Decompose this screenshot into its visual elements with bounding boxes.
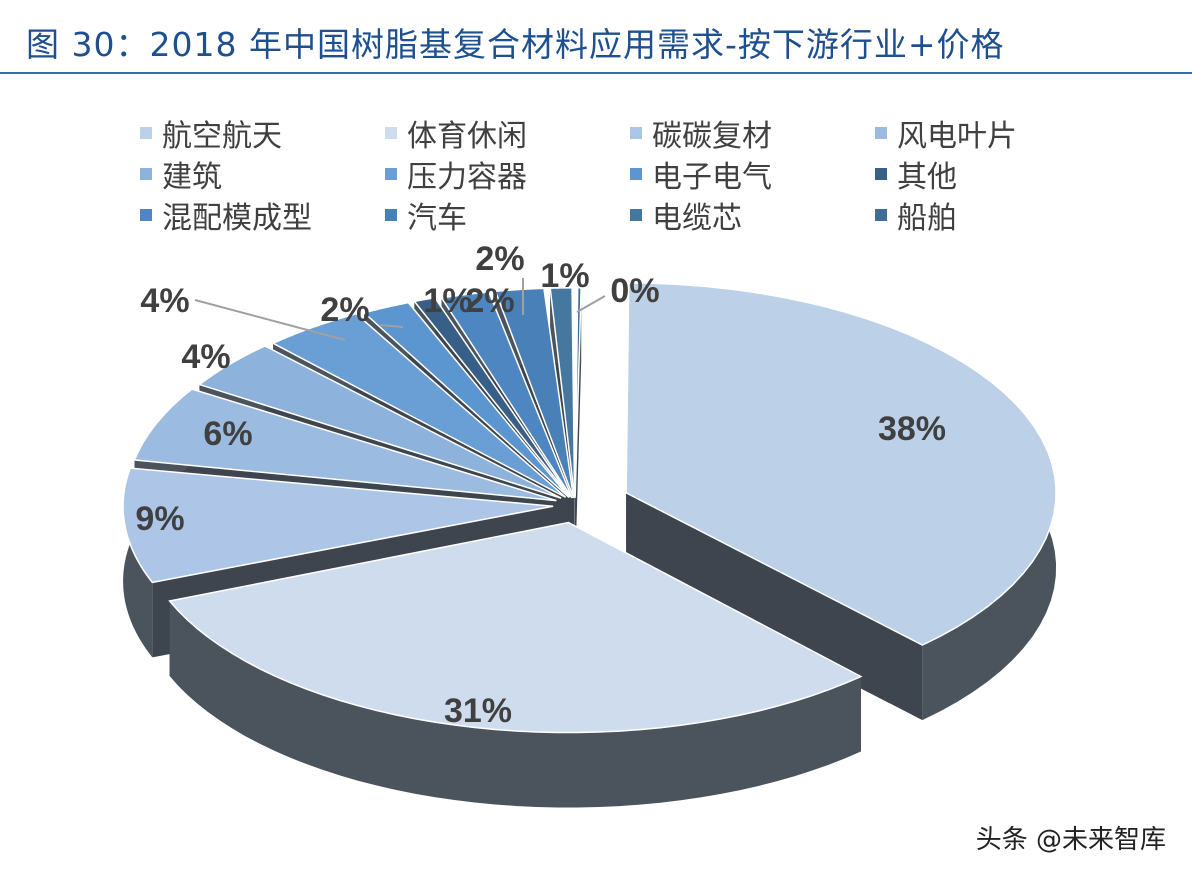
legend-swatch xyxy=(875,208,887,221)
legend-label: 电子电气 xyxy=(652,159,772,195)
data-label: 31% xyxy=(444,692,512,730)
data-label: 9% xyxy=(135,500,184,538)
slice-压力容器 xyxy=(271,312,567,498)
legend-item: 汽车 xyxy=(385,196,630,236)
data-label: 38% xyxy=(878,410,946,448)
slice-建筑 xyxy=(197,345,562,499)
data-label: 0% xyxy=(610,272,659,310)
data-label: 2% xyxy=(465,282,514,320)
legend-item: 航空航天 xyxy=(140,114,385,154)
data-label: 4% xyxy=(140,282,189,320)
legend-label: 航空航天 xyxy=(162,118,282,154)
legend-swatch xyxy=(140,167,152,180)
slice-汽车 xyxy=(494,287,575,499)
legend-swatch xyxy=(140,126,152,139)
slice-电子电气 xyxy=(362,301,570,498)
legend-swatch xyxy=(630,126,642,139)
chart-title: 图 30：2018 年中国树脂基复合材料应用需求-按下游行业+价格 xyxy=(26,25,1005,64)
legend-label: 碳碳复材 xyxy=(652,118,772,154)
slice-wall xyxy=(626,492,923,721)
legend-label: 混配模成型 xyxy=(162,200,312,236)
data-label: 2% xyxy=(320,291,369,329)
slice-其他 xyxy=(413,296,571,498)
slice-风电叶片 xyxy=(133,388,557,502)
data-label: 6% xyxy=(203,415,252,453)
legend-item: 碳碳复材 xyxy=(630,114,875,154)
leader-line xyxy=(194,299,346,341)
slice-船舶 xyxy=(574,287,582,498)
legend-item: 船舶 xyxy=(875,196,1075,236)
legend-item: 体育休闲 xyxy=(385,114,630,154)
legend-swatch xyxy=(385,208,397,221)
leader-line xyxy=(379,324,404,328)
slice-体育休闲 xyxy=(168,521,863,734)
data-label: 4% xyxy=(181,338,230,376)
leader-line xyxy=(576,295,606,313)
legend-label: 建筑 xyxy=(162,159,222,195)
legend-swatch xyxy=(630,167,642,180)
legend-swatch xyxy=(385,126,397,139)
slice-混配模成型 xyxy=(440,291,573,499)
slice-side xyxy=(123,468,153,658)
legend-swatch xyxy=(630,208,642,221)
slice-电缆芯 xyxy=(549,287,576,498)
slice-碳碳复材 xyxy=(122,467,554,584)
data-label: 1% xyxy=(540,257,589,295)
title-divider xyxy=(0,72,1192,74)
watermark: 头条 @未来智库 xyxy=(975,825,1166,855)
legend-swatch xyxy=(385,167,397,180)
data-label: 2% xyxy=(475,240,524,278)
legend-label: 体育休闲 xyxy=(407,118,527,154)
legend-item: 压力容器 xyxy=(385,155,630,195)
legend-item: 其他 xyxy=(875,155,1075,195)
legend-swatch xyxy=(140,208,152,221)
legend-label: 电缆芯 xyxy=(652,200,742,236)
legend-item: 混配模成型 xyxy=(140,196,385,236)
legend-item: 电缆芯 xyxy=(630,196,875,236)
legend: 航空航天 体育休闲 碳碳复材 风电叶片建筑 压力容器 电子电气 其他混配模成型 汽车 电缆芯 船舶 xyxy=(140,114,1075,236)
legend-label: 汽车 xyxy=(407,200,467,236)
legend-swatch xyxy=(875,167,887,180)
legend-item: 风电叶片 xyxy=(875,114,1075,154)
legend-swatch xyxy=(875,126,887,139)
legend-label: 压力容器 xyxy=(407,159,527,195)
legend-item: 建筑 xyxy=(140,155,385,195)
legend-label: 船舶 xyxy=(897,200,957,236)
legend-label: 其他 xyxy=(897,159,957,195)
slice-航空航天 xyxy=(625,282,1057,646)
legend-label: 风电叶片 xyxy=(897,118,1017,154)
legend-item: 电子电气 xyxy=(630,155,875,195)
slice-side xyxy=(169,601,861,808)
data-label: 1% xyxy=(423,282,472,320)
